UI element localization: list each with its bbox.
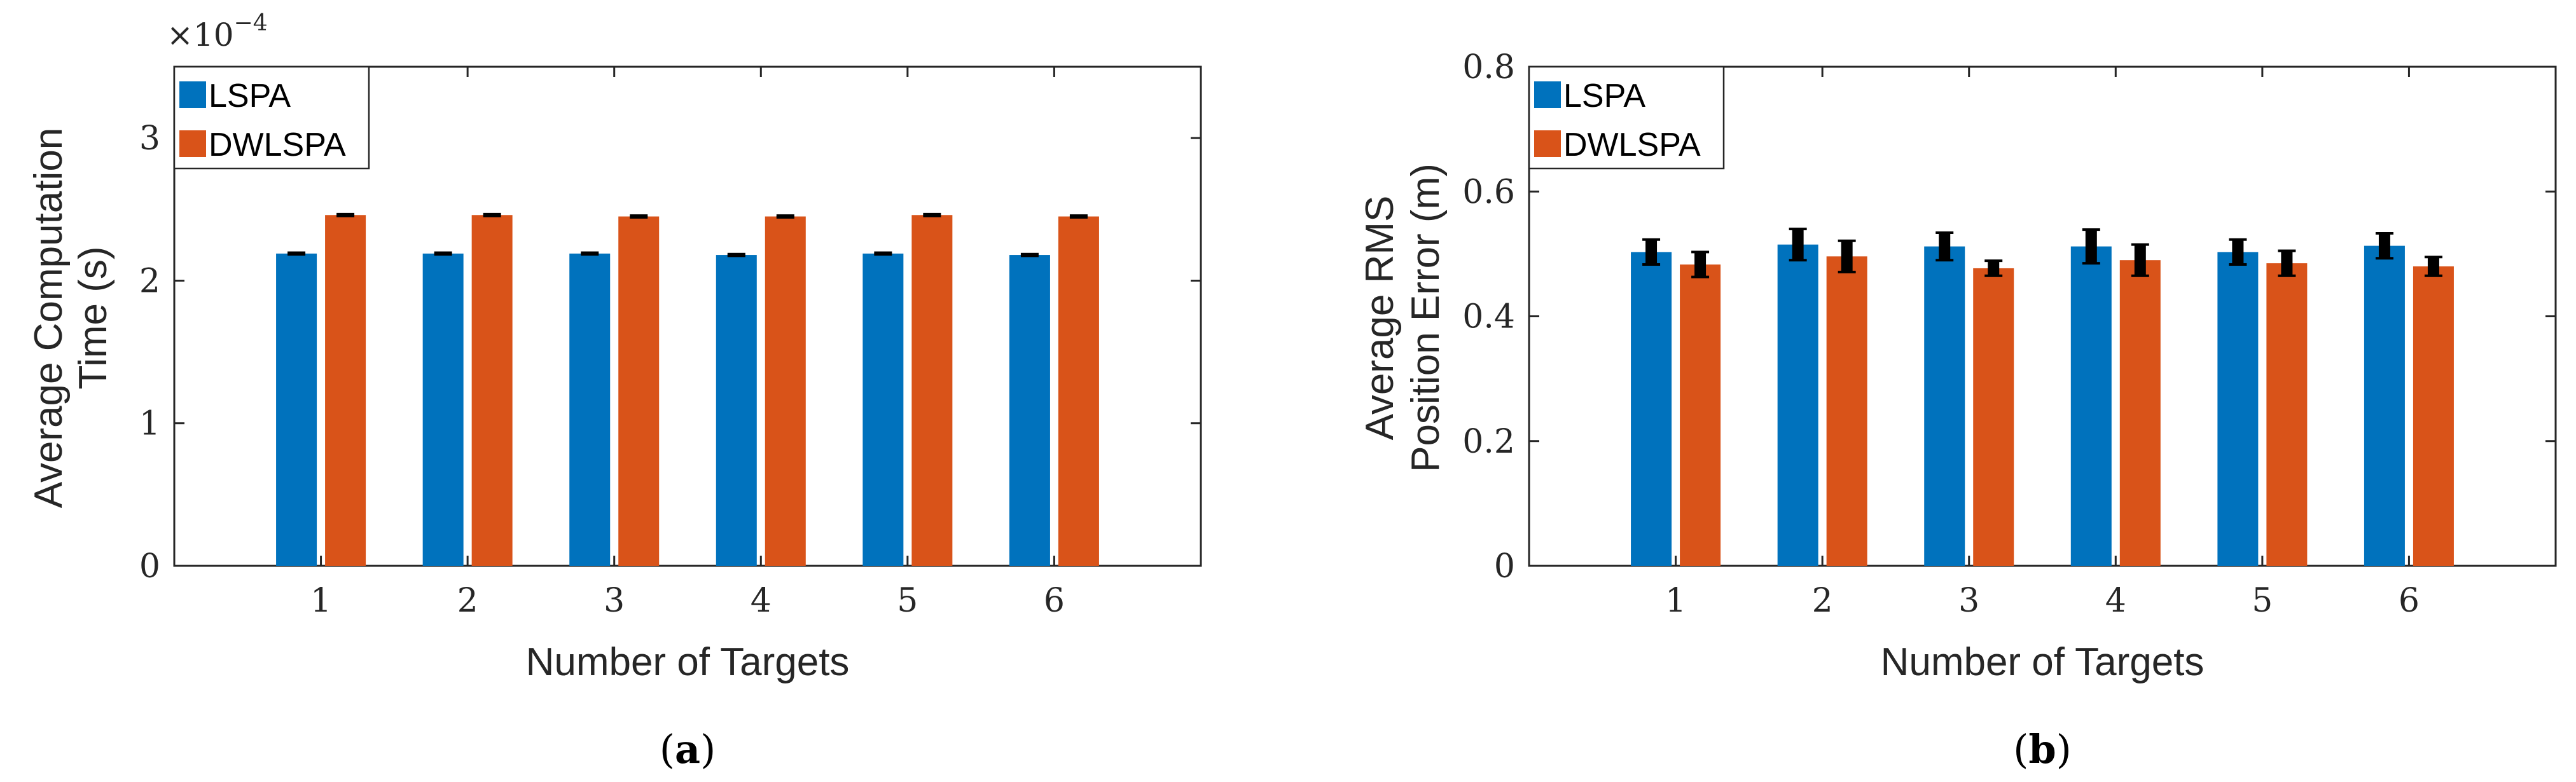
chart-b-caption-letter: b <box>2028 726 2056 772</box>
chart-a-legend-label-lspa: LSPA <box>209 78 291 114</box>
chart-b-bar-lspa-2 <box>1777 244 1818 566</box>
chart-b-legend-label-lspa: LSPA <box>1563 78 1645 114</box>
chart-b-legend-label-dwlspa: DWLSPA <box>1563 127 1701 163</box>
chart-b-legend-swatch-dwlspa <box>1534 130 1561 157</box>
chart-a-xtick-label: 3 <box>604 582 625 620</box>
chart-b-legend-swatch-lspa <box>1534 81 1561 108</box>
chart-b-y-axis: 0 0.2 0.4 0.6 0.8 <box>1462 48 2556 586</box>
chart-b-ytick-label: 0 <box>1494 547 1515 586</box>
chart-a-caption-letter: a <box>675 726 700 772</box>
chart-b-ytick-label: 0.6 <box>1462 173 1515 211</box>
chart-a-ylabel-line2: Time (s) <box>71 247 115 390</box>
chart-a-caption: (a) <box>660 726 716 772</box>
chart-b-bar-lspa-4 <box>2070 246 2112 566</box>
chart-a-plot-area <box>173 65 1202 567</box>
chart-a-legend: LSPA DWLSPA <box>173 65 370 170</box>
chart-a-ytick-label: 1 <box>139 405 160 443</box>
chart-b-ytick-label: 0.2 <box>1462 423 1515 461</box>
chart-b-xtick-label: 5 <box>2252 582 2273 620</box>
chart-a-ytick-label: 2 <box>139 262 160 300</box>
chart-a-legend-label-dwlspa: DWLSPA <box>209 127 346 163</box>
chart-b-bar-lspa-5 <box>2217 252 2259 566</box>
chart-a-y-axis: 0 1 2 3 <box>139 120 1201 586</box>
chart-b-bar-dwlspa-2 <box>1826 256 1867 566</box>
chart-a-bar-dwlspa-1 <box>325 215 366 566</box>
chart-a-xtick-label: 5 <box>897 582 918 620</box>
chart-a-xlabel: Number of Targets <box>526 640 850 684</box>
chart-b-caption-close: ) <box>2056 726 2072 772</box>
chart-b-bar-lspa-6 <box>2364 245 2405 566</box>
chart-b: 0 0.2 0.4 0.6 0.8 1 2 3 4 5 6 Average RMS Positio… <box>1358 48 2557 772</box>
chart-b-bar-dwlspa-6 <box>2413 266 2454 566</box>
chart-a-exponent: ×10−4 <box>167 10 268 53</box>
chart-b-ylabel-line2: Position Error (m) <box>1404 163 1448 472</box>
chart-a-bar-dwlspa-3 <box>618 216 660 566</box>
chart-a-xtick-label: 6 <box>1044 582 1065 620</box>
chart-b-bar-dwlspa-5 <box>2266 263 2308 566</box>
chart-a-exponent-power: −4 <box>234 10 268 36</box>
chart-a-xtick-label: 1 <box>310 582 331 620</box>
chart-a-caption-open: ( <box>660 726 675 772</box>
chart-a-ytick-label: 3 <box>139 120 160 158</box>
chart-b-bar-lspa-1 <box>1631 252 1672 566</box>
chart-b-bar-lspa-3 <box>1924 246 1965 566</box>
chart-a-exponent-base: ×10 <box>167 17 234 53</box>
chart-a-bar-dwlspa-2 <box>471 215 513 566</box>
chart-a-bar-lspa-1 <box>276 253 317 566</box>
chart-a-bar-dwlspa-4 <box>765 216 806 566</box>
chart-a-bar-lspa-4 <box>716 255 757 566</box>
chart-a-legend-swatch-lspa <box>179 81 206 108</box>
chart-a-bars <box>276 212 1099 566</box>
chart-b-ytick-label: 0.8 <box>1462 48 1515 86</box>
chart-b-xtick-label: 1 <box>1665 582 1686 620</box>
chart-b-xtick-label: 6 <box>2399 582 2420 620</box>
chart-a-bar-lspa-3 <box>569 253 611 566</box>
chart-b-bars <box>1631 228 2454 566</box>
chart-b-xtick-label: 2 <box>1812 582 1833 620</box>
chart-b-legend-box <box>1528 65 1725 170</box>
chart-b-ylabel-line1: Average RMS <box>1358 196 1402 441</box>
chart-a-bar-dwlspa-5 <box>911 215 953 566</box>
chart-a-bar-dwlspa-6 <box>1058 216 1099 566</box>
chart-a-bar-lspa-5 <box>862 253 904 566</box>
chart-a-xtick-label: 2 <box>457 582 478 620</box>
chart-b-caption: (b) <box>2013 726 2072 772</box>
chart-a-ytick-label: 0 <box>139 547 160 586</box>
chart-a-ylabel-line1: Average Computation <box>27 128 71 509</box>
chart-a-caption-close: ) <box>700 726 716 772</box>
chart-a-xtick-label: 4 <box>751 582 772 620</box>
chart-a-bar-lspa-6 <box>1009 255 1050 566</box>
chart-b-bar-dwlspa-4 <box>2119 260 2161 566</box>
chart-b-caption-open: ( <box>2013 726 2028 772</box>
chart-a-bar-lspa-2 <box>422 253 464 566</box>
chart-a: 0 1 2 3 1 2 3 4 5 6 ×10−4 Average Computation Ti… <box>27 10 1202 772</box>
chart-b-bar-dwlspa-1 <box>1680 264 1721 566</box>
chart-a-legend-box <box>173 65 370 170</box>
chart-b-xtick-label: 4 <box>2105 582 2126 620</box>
chart-b-xtick-label: 3 <box>1958 582 1979 620</box>
chart-b-legend: LSPA DWLSPA <box>1528 65 1725 170</box>
chart-a-legend-swatch-dwlspa <box>179 130 206 157</box>
chart-b-bar-dwlspa-3 <box>1973 268 2014 566</box>
chart-b-ytick-label: 0.4 <box>1462 298 1515 336</box>
chart-b-xlabel: Number of Targets <box>1881 640 2205 684</box>
